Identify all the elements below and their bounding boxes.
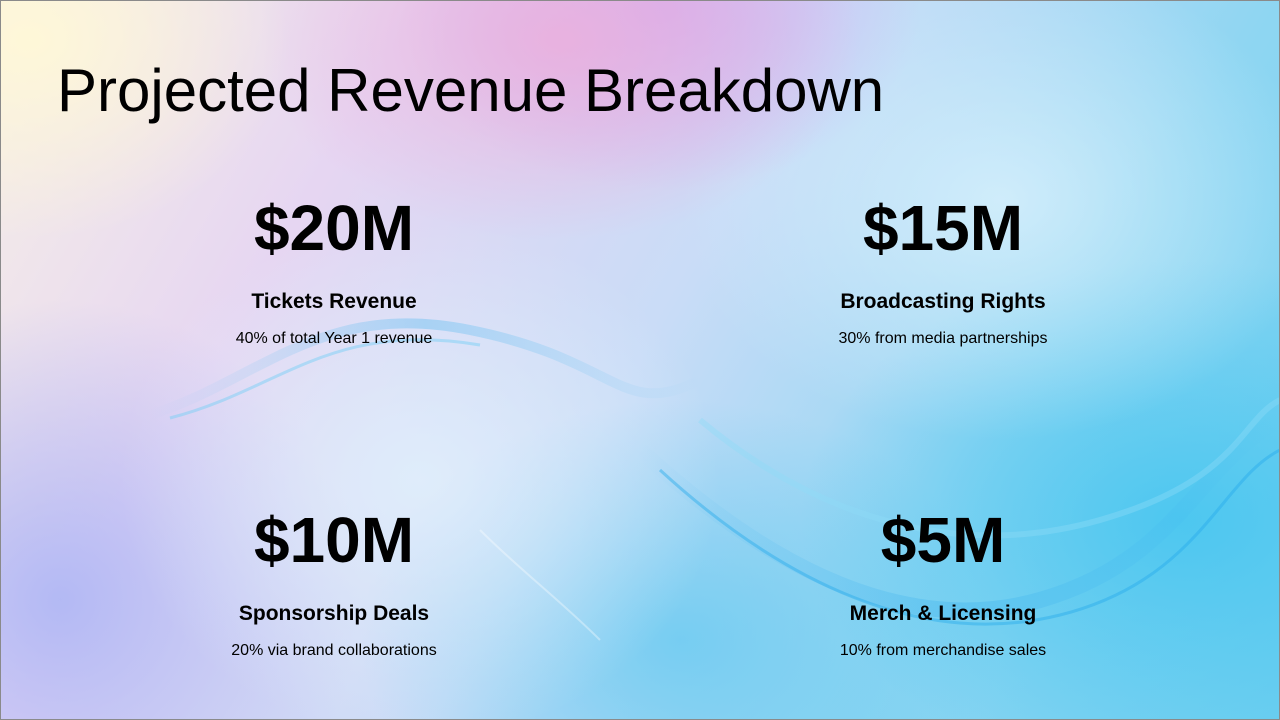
revenue-label: Sponsorship Deals xyxy=(238,602,430,625)
revenue-value: $20M xyxy=(253,192,415,264)
revenue-card-tickets: $20M Tickets Revenue 40% of total Year 1… xyxy=(134,196,534,348)
revenue-description: 40% of total Year 1 revenue xyxy=(235,330,433,347)
revenue-card-merch: $5M Merch & Licensing 10% from merchandi… xyxy=(743,508,1143,660)
revenue-description: 30% from media partnerships xyxy=(838,330,1048,347)
revenue-value: $10M xyxy=(253,504,415,576)
revenue-description: 10% from merchandise sales xyxy=(839,642,1047,659)
revenue-label: Merch & Licensing xyxy=(849,602,1037,625)
revenue-card-sponsorship: $10M Sponsorship Deals 20% via brand col… xyxy=(134,508,534,660)
revenue-label: Broadcasting Rights xyxy=(840,290,1046,313)
revenue-card-broadcasting: $15M Broadcasting Rights 30% from media … xyxy=(743,196,1143,348)
revenue-value: $15M xyxy=(862,192,1024,264)
slide-title: Projected Revenue Breakdown xyxy=(57,57,885,124)
revenue-description: 20% via brand collaborations xyxy=(231,642,437,659)
revenue-label: Tickets Revenue xyxy=(251,290,417,313)
revenue-value: $5M xyxy=(880,504,1006,576)
